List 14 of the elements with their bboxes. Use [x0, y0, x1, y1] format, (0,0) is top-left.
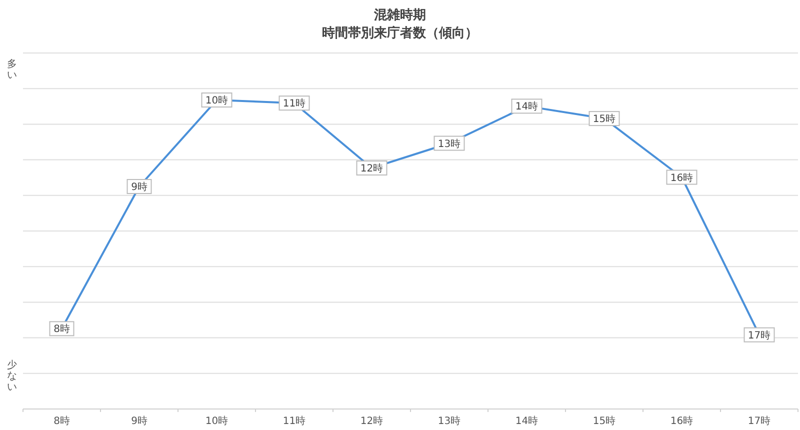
text: 多い	[7, 58, 17, 81]
x-tick-label: 11時	[282, 415, 306, 427]
x-tick-label: 15時	[592, 415, 616, 427]
x-tick-label: 12時	[360, 415, 384, 427]
x-tick-label: 10時	[205, 415, 228, 427]
x-tick-label: 14時	[515, 415, 538, 427]
x-tick-label: 9時	[131, 415, 148, 427]
x-tick-label: 8時	[54, 415, 70, 427]
chart-subtitle: 時間帯別来庁者数（傾向）	[322, 25, 478, 41]
chart-title: 混雑時期	[373, 8, 426, 23]
x-tick-label: 16時	[670, 415, 694, 427]
text: 少ない	[7, 359, 17, 393]
x-tick-label: 17時	[748, 415, 771, 427]
x-tick-label: 13時	[438, 415, 461, 427]
